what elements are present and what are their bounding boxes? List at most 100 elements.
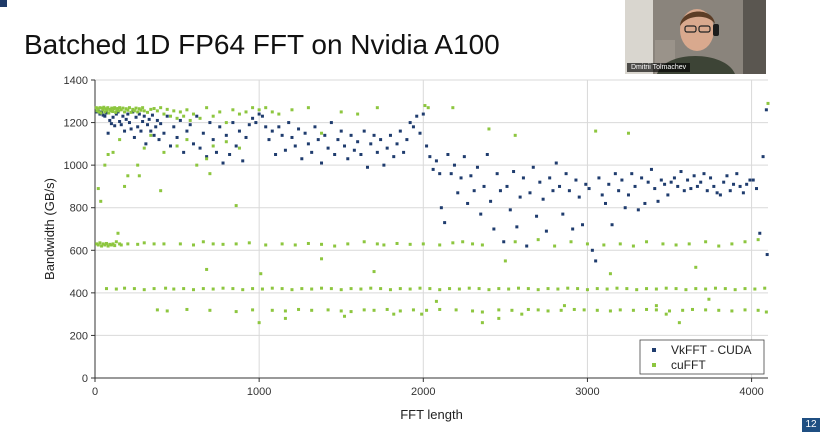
point-series1-258	[385, 307, 389, 311]
point-series1-98	[96, 187, 100, 191]
point-series1-296	[677, 321, 681, 325]
point-series1-134	[280, 242, 284, 246]
point-series1-156	[602, 243, 606, 247]
point-series0-137	[479, 212, 483, 216]
point-series0-7	[106, 131, 110, 135]
point-series1-251	[297, 307, 301, 311]
point-series1-228	[625, 287, 629, 291]
point-series0-221	[755, 187, 759, 191]
point-series1-200	[349, 287, 353, 291]
point-series0-78	[287, 121, 291, 125]
point-series1-174	[694, 265, 698, 269]
point-series1-8	[102, 105, 106, 109]
point-series0-208	[712, 184, 716, 188]
point-series0-180	[620, 178, 624, 182]
point-series0-106	[379, 138, 383, 142]
point-series1-74	[423, 104, 427, 108]
point-series1-252	[310, 308, 314, 312]
point-series0-60	[228, 153, 232, 156]
point-series1-237	[713, 286, 717, 290]
point-series0-41	[165, 114, 169, 118]
point-series0-207	[709, 176, 713, 180]
point-series1-167	[756, 238, 760, 242]
point-series1-301	[392, 312, 396, 316]
point-series1-113	[108, 242, 112, 246]
point-series1-180	[152, 287, 156, 291]
point-series1-191	[260, 287, 264, 291]
point-series1-290	[480, 321, 484, 325]
point-series1-168	[205, 267, 209, 271]
point-series1-196	[310, 287, 314, 291]
point-series0-107	[382, 163, 386, 167]
point-series0-104	[372, 133, 376, 137]
point-series1-169	[259, 272, 263, 276]
point-series0-220	[751, 178, 755, 182]
point-series0-184	[633, 184, 637, 188]
point-series1-209	[438, 288, 442, 292]
point-series0-81	[297, 127, 301, 131]
point-series0-77	[283, 148, 287, 152]
point-series1-247	[234, 310, 238, 314]
point-series1-140	[362, 240, 366, 244]
point-series1-93	[195, 163, 199, 167]
point-series1-2	[96, 107, 100, 111]
point-series1-287	[756, 308, 760, 312]
point-series1-35	[136, 110, 140, 114]
point-series1-302	[420, 312, 424, 316]
point-series1-123	[142, 241, 146, 245]
point-series1-193	[280, 287, 284, 291]
point-series1-201	[359, 287, 363, 291]
point-series0-119	[421, 112, 425, 116]
point-series1-246	[208, 308, 212, 312]
point-series0-141	[492, 227, 496, 231]
point-series1-22	[116, 107, 120, 111]
point-series1-264	[471, 309, 475, 313]
point-series0-105	[375, 150, 379, 154]
point-series1-120	[119, 243, 123, 247]
point-series0-156	[541, 197, 545, 201]
point-series1-119	[118, 242, 122, 246]
point-series0-121	[428, 155, 432, 159]
point-series0-20	[127, 121, 131, 125]
point-series0-223	[761, 155, 765, 159]
point-series0-87	[316, 138, 320, 142]
point-series1-185	[201, 287, 205, 291]
point-series1-103	[208, 172, 212, 176]
point-series1-204	[388, 288, 392, 292]
x-tick-label-3000: 3000	[575, 386, 599, 398]
point-series1-80	[626, 131, 630, 135]
point-series1-27	[123, 110, 127, 114]
point-series1-217	[516, 286, 520, 290]
point-series1-61	[237, 112, 241, 116]
point-series0-86	[313, 125, 317, 129]
point-series1-147	[451, 241, 455, 245]
point-series0-138	[482, 184, 486, 188]
point-series1-261	[425, 308, 429, 312]
point-series1-49	[175, 116, 179, 120]
point-series0-80	[293, 144, 297, 148]
point-series1-299	[283, 316, 287, 320]
point-series1-199	[339, 288, 343, 292]
point-series1-148	[461, 240, 465, 244]
point-series0-53	[205, 155, 209, 159]
y-tick-label-1200: 1200	[64, 118, 88, 130]
point-series1-189	[241, 288, 245, 292]
point-series1-260	[411, 308, 415, 312]
point-series0-118	[418, 131, 422, 135]
point-series1-67	[277, 112, 281, 116]
point-series0-202	[692, 174, 696, 178]
point-series0-93	[336, 138, 340, 142]
point-series0-32	[147, 117, 151, 121]
point-series1-262	[438, 307, 442, 311]
slide-title: Batched 1D FP64 FFT on Nvidia A100	[24, 29, 500, 60]
point-series0-108	[385, 146, 389, 150]
point-series1-277	[631, 308, 635, 312]
point-series1-145	[421, 242, 425, 246]
point-series0-67	[251, 116, 255, 120]
point-series1-118	[116, 231, 120, 235]
legend-label-1: cuFFT	[671, 358, 706, 372]
point-series0-82	[300, 157, 304, 161]
y-tick-label-800: 800	[70, 203, 88, 215]
point-series1-206	[408, 287, 412, 291]
